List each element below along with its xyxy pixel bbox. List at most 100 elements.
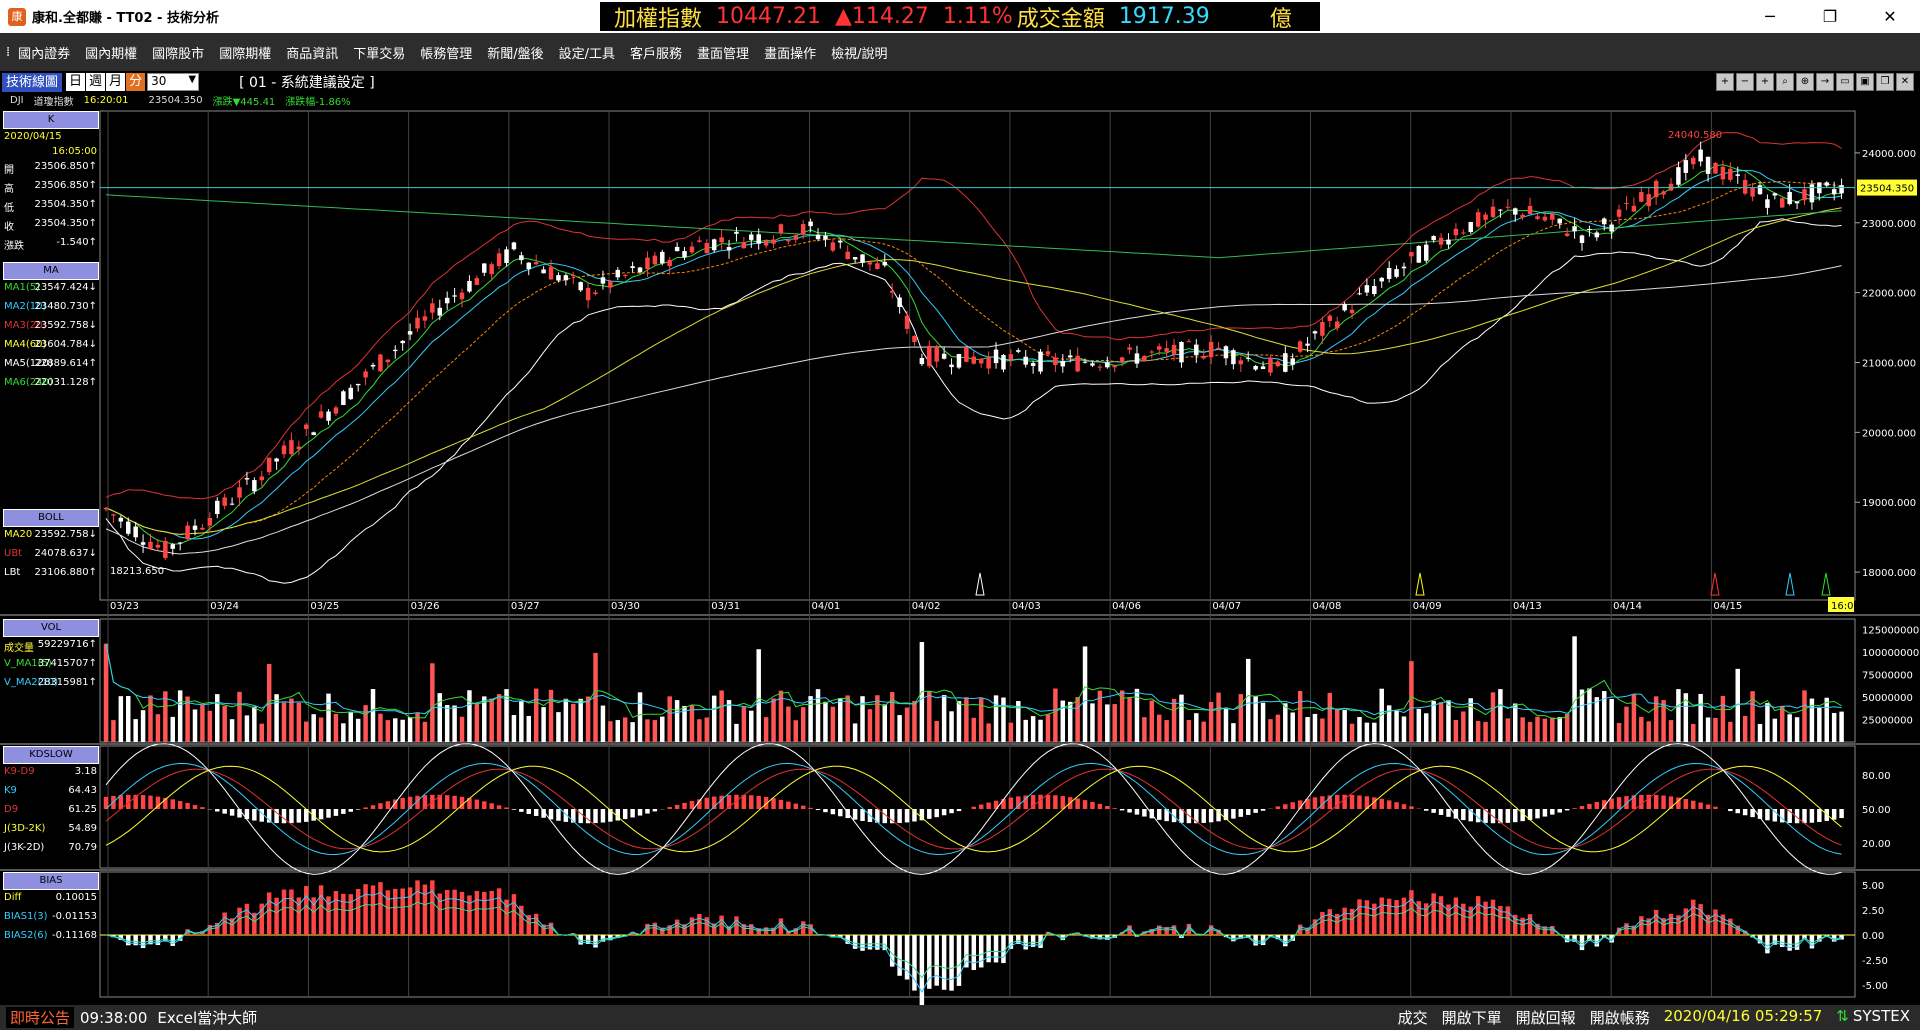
bias-bar (1305, 927, 1310, 935)
kd-diff-bar (1016, 796, 1021, 809)
menu-item-10[interactable]: 畫面管理 (697, 46, 750, 62)
volume-bar (1468, 698, 1473, 742)
candle-body (1535, 216, 1540, 219)
menu-item-2[interactable]: 國際股市 (152, 46, 205, 62)
volume-bar (1008, 722, 1014, 742)
kd-diff-bar (1691, 800, 1696, 809)
kd-diff-bar (1772, 809, 1778, 822)
candle-body (934, 346, 939, 362)
period-month[interactable]: 月 (106, 73, 126, 91)
row-value: 37415707↑ (37, 658, 97, 669)
candle-body (1831, 189, 1837, 195)
setting-label: [ 01 - 系統建議設定 ] (239, 75, 375, 91)
candle-body (266, 457, 272, 473)
ma-row: MA6(240) 22031.128↑ (3, 375, 99, 394)
candle-body (148, 541, 153, 549)
volume-bar (1498, 689, 1503, 742)
volume-bar (689, 705, 695, 742)
last-price-label: 23504.350 (1860, 184, 1914, 195)
menu-item-5[interactable]: 下單交易 (353, 46, 406, 62)
technical-chart[interactable]: 03/23 03/24 03/25 03/26 03/27 03/30 03/31 04/01… (0, 0, 1920, 1005)
restore-icon[interactable]: ❐ (1822, 7, 1838, 26)
candle-body (645, 257, 650, 270)
candle-body (741, 242, 747, 249)
bias-bar (1512, 914, 1518, 935)
interval-select[interactable]: 30 (147, 73, 200, 91)
period-week[interactable]: 週 (86, 73, 106, 91)
volume-bar (608, 721, 613, 742)
kd-diff-bar (1053, 795, 1058, 809)
kd-diff-bar (630, 809, 635, 818)
kd-diff-bar (274, 809, 279, 824)
close-icon[interactable]: ✕ (1883, 7, 1897, 26)
low-mark-label: 18213.650 (110, 566, 164, 577)
candle-body (845, 251, 850, 260)
status-link-trade[interactable]: 成交 (1397, 1009, 1428, 1027)
row-label: 成交量 (4, 643, 34, 654)
volume-bar (126, 696, 131, 742)
kd-diff-bar (1045, 794, 1051, 809)
volume-bar (482, 696, 487, 742)
volume-bar (1787, 714, 1792, 742)
menu-item-8[interactable]: 設定/工具 (558, 46, 616, 62)
brand-label: SYSTEX (1852, 1007, 1910, 1025)
zoom-icon[interactable]: ⌕ (1776, 73, 1794, 91)
row-label: 低 (4, 203, 14, 214)
bias-bar (526, 915, 532, 935)
kd-diff-bar (1631, 795, 1637, 809)
ma-panel-header: MA (3, 262, 99, 280)
menu-item-0[interactable]: 國內證券 (18, 46, 71, 62)
menu-item-9[interactable]: 客戶服務 (630, 46, 683, 62)
volume-bar (1550, 717, 1555, 742)
kd-diff-bar (1542, 809, 1548, 817)
kd-diff-bar (1468, 809, 1473, 822)
notice-label[interactable]: 即時公告 (6, 1007, 75, 1028)
period-minute[interactable]: 分 (126, 73, 146, 91)
menu-item-4[interactable]: 商品資訊 (286, 46, 339, 62)
crosshair-icon[interactable]: + (1716, 73, 1734, 91)
kd-diff-bar (1231, 809, 1236, 819)
notice-news[interactable]: Excel當沖大師 (157, 1009, 258, 1027)
menu-item-11[interactable]: 畫面操作 (764, 46, 817, 62)
status-link-report[interactable]: 開啟回報 (1515, 1009, 1576, 1027)
window-icon[interactable]: ▭ (1836, 73, 1854, 91)
volume-bar (1505, 718, 1511, 742)
close-chart-icon[interactable]: ✕ (1896, 73, 1914, 91)
candle-body (949, 364, 954, 368)
candle-body (1550, 213, 1555, 220)
kd-diff-bar (1839, 809, 1844, 819)
volume-bar (1742, 715, 1748, 742)
scroll-right-icon[interactable]: → (1816, 73, 1834, 91)
restore-chart-icon[interactable]: ❐ (1876, 73, 1894, 91)
menu-item-12[interactable]: 檢視/說明 (831, 46, 888, 62)
volume-bar (875, 695, 880, 742)
period-day[interactable]: 日 (66, 73, 86, 91)
save-icon[interactable]: ▣ (1856, 73, 1874, 91)
bias-bar (296, 897, 302, 935)
kd-diff-bar (697, 799, 702, 809)
kd-diff-bar (1327, 795, 1333, 809)
kd-diff-bar (467, 798, 472, 809)
kd-row: K9-D9 3.18 (3, 764, 99, 783)
kd-diff-bar (1208, 809, 1214, 823)
date-tick-label: 03/27 (511, 601, 540, 612)
panel-frame (99, 110, 1856, 601)
add-icon[interactable]: + (1756, 73, 1774, 91)
bias-bar (585, 935, 591, 944)
kd-diff-bar (1179, 809, 1184, 823)
candle-body (1208, 341, 1214, 358)
menu-item-7[interactable]: 新聞/盤後 (487, 46, 544, 62)
volume-bar (1535, 716, 1540, 742)
kd-diff-bar (1119, 809, 1125, 811)
candle-body (311, 432, 316, 436)
zoom-in-icon[interactable]: ⊕ (1796, 73, 1814, 91)
menu-item-1[interactable]: 國內期權 (85, 46, 138, 62)
status-link-account[interactable]: 開啟帳務 (1589, 1009, 1650, 1027)
status-link-order[interactable]: 開啟下單 (1441, 1009, 1502, 1027)
volume-bar (489, 698, 494, 742)
menu-item-3[interactable]: 國際期權 (219, 46, 272, 62)
minimize-icon[interactable]: ─ (1765, 7, 1775, 26)
menu-item-6[interactable]: 帳務管理 (420, 46, 473, 62)
zoom-out-icon[interactable]: − (1736, 73, 1754, 91)
date-tick-label: 04/06 (1112, 601, 1141, 612)
